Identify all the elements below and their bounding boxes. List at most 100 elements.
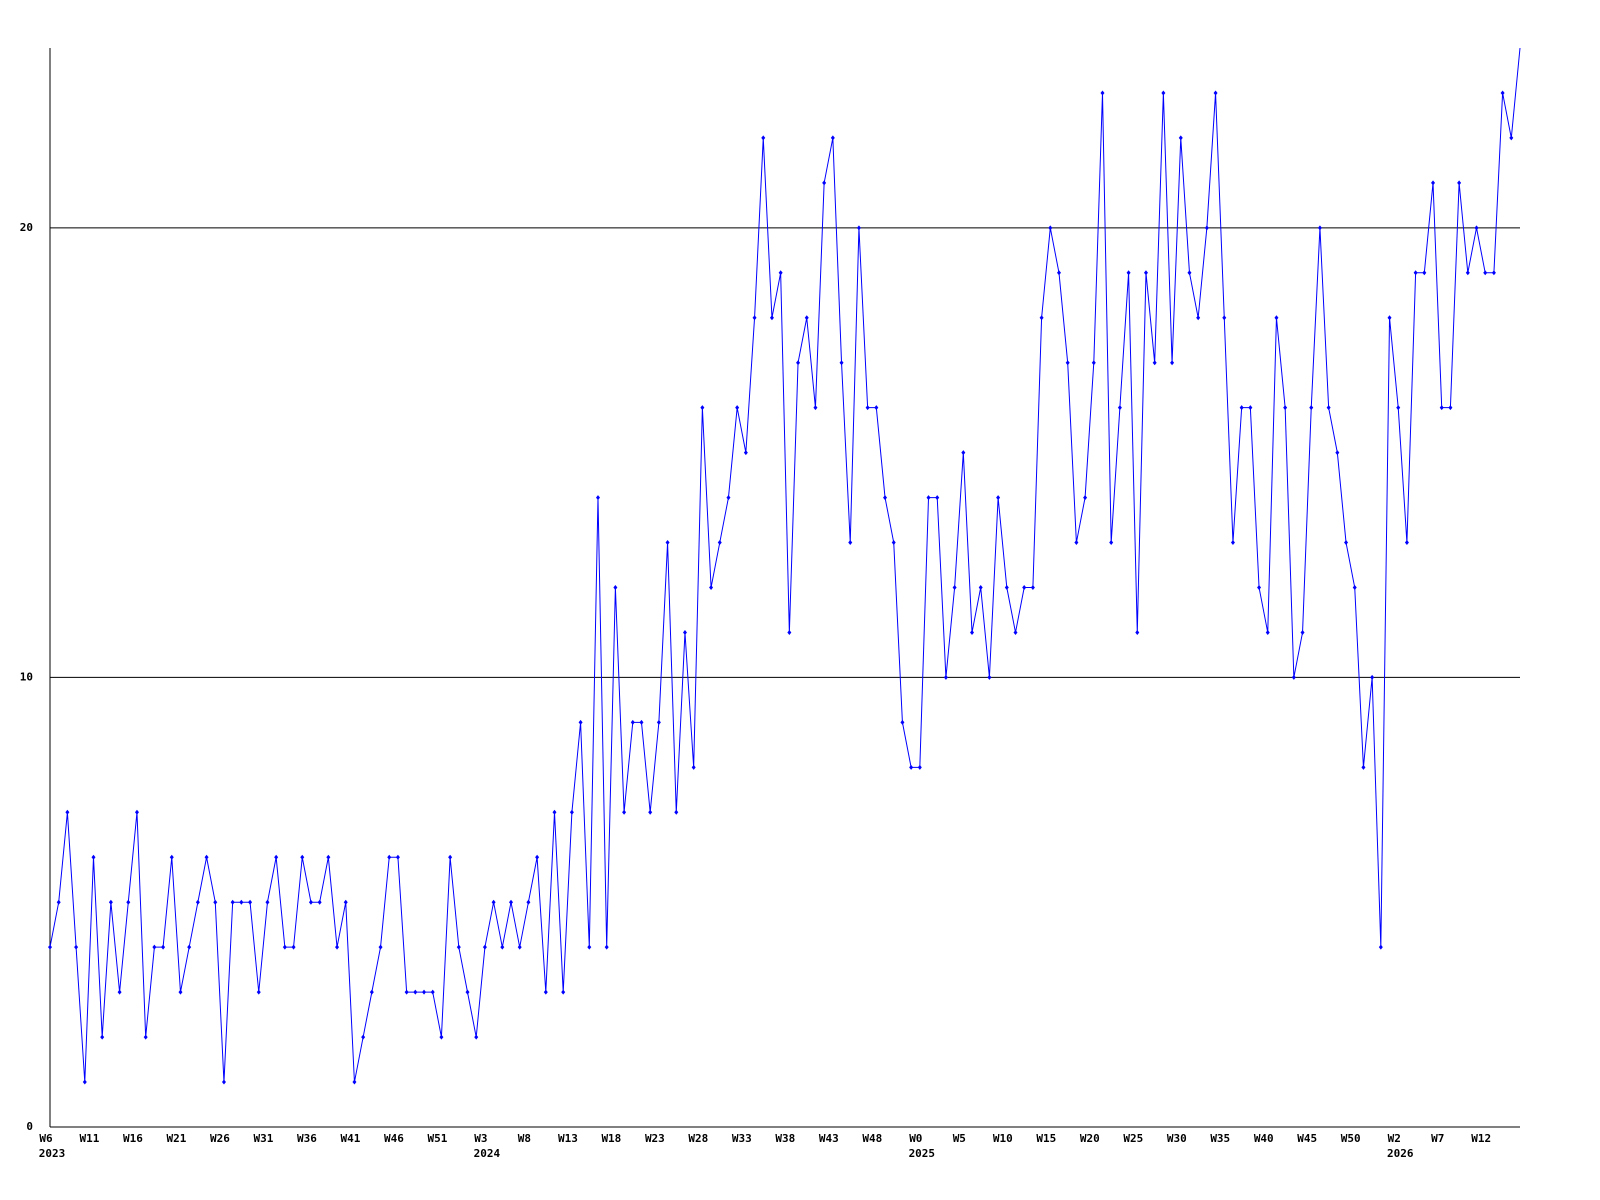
point-marker [526, 899, 531, 905]
x-tick-label: W3 [474, 1132, 487, 1145]
point-marker [735, 405, 740, 411]
x-tick-label: W36 [297, 1132, 317, 1145]
point-marker [343, 899, 348, 905]
point-marker [726, 495, 731, 501]
point-marker [1187, 270, 1192, 276]
point-marker [900, 719, 905, 725]
x-tick-label: W50 [1341, 1132, 1361, 1145]
point-marker [622, 809, 627, 815]
point-marker [1300, 629, 1305, 635]
point-marker [883, 495, 888, 501]
point-marker [1152, 360, 1157, 366]
point-marker [839, 360, 844, 366]
point-marker [1344, 540, 1349, 546]
x-tick-label: W51 [427, 1132, 447, 1145]
point-marker [987, 674, 992, 680]
point-marker [361, 1034, 366, 1040]
x-year-label: 2023 [39, 1147, 66, 1160]
point-marker [1196, 315, 1201, 321]
point-marker [82, 1079, 87, 1085]
point-marker [935, 495, 940, 501]
x-tick-label: W8 [518, 1132, 531, 1145]
series-line [49, 47, 1521, 1083]
point-marker [300, 854, 305, 860]
point-marker [230, 899, 235, 905]
point-marker [1370, 674, 1375, 680]
point-marker [1465, 270, 1470, 276]
point-marker [1257, 585, 1262, 590]
point-marker [1204, 225, 1209, 231]
x-year-label: 2025 [909, 1147, 936, 1160]
point-marker [1474, 225, 1479, 231]
point-marker [1317, 225, 1322, 231]
point-marker [108, 899, 113, 905]
point-marker [256, 989, 261, 995]
point-marker [1378, 944, 1383, 950]
point-marker [1004, 585, 1009, 590]
point-marker [656, 719, 661, 725]
point-marker [587, 944, 592, 950]
point-marker [100, 1034, 105, 1040]
point-marker [48, 944, 52, 950]
y-tick-label: 10 [20, 670, 33, 683]
point-marker [1413, 270, 1418, 276]
point-marker [752, 315, 757, 321]
point-marker [1091, 360, 1096, 366]
x-tick-label: W31 [254, 1132, 274, 1145]
point-marker [978, 585, 983, 590]
point-marker [1265, 629, 1270, 635]
point-marker [465, 989, 470, 995]
point-marker [1048, 225, 1053, 231]
point-marker [1500, 90, 1505, 96]
point-marker [1100, 90, 1105, 96]
point-marker [1448, 405, 1453, 411]
point-marker [1074, 540, 1079, 546]
point-marker [265, 899, 270, 905]
point-marker [648, 809, 653, 815]
point-marker [1422, 270, 1427, 276]
point-marker [456, 944, 461, 950]
point-marker [169, 854, 174, 860]
x-tick-label: W15 [1036, 1132, 1056, 1145]
point-marker [1396, 405, 1401, 411]
x-tick-label: W16 [123, 1132, 143, 1145]
x-tick-label: W20 [1080, 1132, 1100, 1145]
point-marker [117, 989, 122, 995]
point-marker [848, 540, 853, 546]
point-marker [335, 944, 340, 950]
point-marker [1039, 315, 1044, 321]
point-marker [1022, 585, 1027, 590]
point-marker [543, 989, 548, 995]
point-marker [1291, 674, 1296, 680]
x-tick-label: W35 [1210, 1132, 1230, 1145]
point-marker [813, 405, 818, 411]
point-marker [65, 809, 70, 815]
point-marker [909, 764, 914, 770]
point-marker [178, 989, 183, 995]
point-marker [221, 1079, 226, 1085]
point-marker [1335, 450, 1340, 456]
point-marker [778, 270, 783, 276]
point-marker [1056, 270, 1061, 276]
point-marker [474, 1034, 479, 1040]
point-marker [1161, 90, 1166, 96]
point-marker [422, 989, 427, 995]
point-marker [143, 1034, 148, 1040]
point-marker [134, 809, 139, 815]
point-marker [613, 585, 618, 590]
point-marker [74, 944, 79, 950]
point-marker [317, 899, 322, 905]
point-marker [1439, 405, 1444, 411]
point-marker [248, 899, 253, 905]
x-tick-label: W7 [1431, 1132, 1444, 1145]
x-tick-label: W26 [210, 1132, 230, 1145]
x-tick-label: W48 [862, 1132, 882, 1145]
point-marker [970, 629, 975, 635]
point-marker [1030, 585, 1035, 590]
point-marker [204, 854, 209, 860]
x-year-label: 2024 [474, 1147, 501, 1160]
point-marker [56, 899, 61, 905]
point-marker [1274, 315, 1279, 321]
x-tick-label: W23 [645, 1132, 665, 1145]
point-marker [769, 315, 774, 321]
